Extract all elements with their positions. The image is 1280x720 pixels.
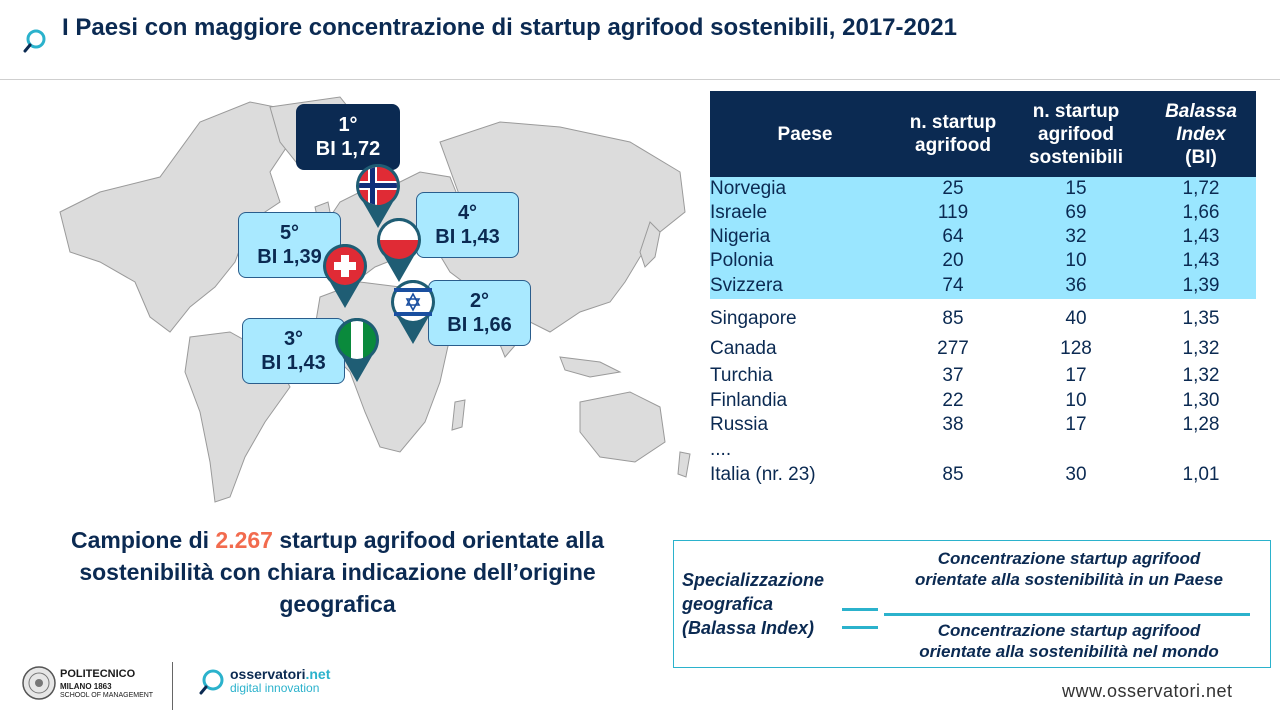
politecnico-name: POLITECNICO [60, 668, 136, 680]
table-row: Norvegia 25 15 1,72 [710, 177, 1256, 201]
osservatori-name: osservatori.net [230, 666, 331, 682]
header-paese: Paese [710, 91, 900, 177]
header-divider [0, 79, 1280, 80]
rank-3-label: 3° [283, 328, 304, 350]
rank-2-label: 2° [469, 290, 490, 312]
fraction-line [884, 613, 1250, 616]
rank-2-bubble: 2° BI 1,66 [428, 280, 531, 346]
madagascar-shape [451, 399, 466, 431]
indonesia-shape [559, 356, 622, 378]
australia-shape [579, 391, 666, 463]
rank-4-bi: BI 1,43 [435, 226, 500, 248]
header-startup-sostenibili: n. startup agrifood sostenibili [1006, 91, 1146, 177]
israel-flag-icon [391, 280, 435, 344]
rank-5-bi: BI 1,39 [257, 246, 322, 268]
japan-shape [639, 221, 661, 268]
table-row: Turchia 37 17 1,32 [710, 365, 1220, 386]
new-zealand-shape [677, 451, 691, 478]
table-row: Finlandia 22 10 1,30 [710, 390, 1220, 411]
website-url: www.osservatori.net [1062, 681, 1233, 701]
table-row: Russia 38 17 1,28 [710, 414, 1220, 435]
rank-5-bubble: 5° BI 1,39 [238, 212, 341, 278]
table-row: Israele 119 69 1,66 [710, 201, 1256, 225]
footer-separator [172, 662, 173, 710]
switzerland-flag-icon [323, 244, 367, 308]
politecnico-seal-icon [22, 666, 56, 700]
header-balassa-index: Balassa Index (BI) [1146, 91, 1256, 177]
equals-sign-bottom [842, 626, 878, 629]
balassa-formula-box: Specializzazione geografica (Balassa Ind… [673, 540, 1271, 668]
table-row: Polonia 20 10 1,43 [710, 249, 1256, 273]
table-row: .... [710, 439, 732, 460]
formula-denominator: Concentrazione startup agrifood orientat… [919, 621, 1219, 661]
nigeria-flag-icon [335, 318, 379, 382]
caption-number: 2.267 [215, 527, 273, 553]
formula-left-label: Specializzazione geografica (Balassa Ind… [682, 570, 825, 638]
formula-numerator: Concentrazione startup agrifood orientat… [915, 549, 1223, 589]
ranking-table: Paese n. startup agrifood n. startup agrif… [710, 91, 1256, 487]
equals-sign-top [842, 608, 878, 611]
rank-3-bubble: 3° BI 1,43 [242, 318, 345, 384]
osservatori-subtitle: digital innovation [230, 681, 320, 695]
politecnico-subtitle: MILANO 1863 SCHOOL OF MANAGEMENT [60, 682, 154, 699]
sample-caption: Campione di 2.267 startup agrifood orien… [60, 524, 615, 620]
rank-5-label: 5° [279, 222, 300, 244]
rank-2-bi: BI 1,66 [447, 314, 512, 336]
rank-1-bubble: 1° BI 1,72 [296, 104, 400, 170]
world-map: 1° BI 1,72 4° BI 1,43 5° BI 1,39 2° BI 1… [40, 82, 700, 512]
poland-flag-icon [377, 218, 421, 282]
osservatori-logo-icon [199, 669, 224, 695]
caption-pre: Campione di [71, 527, 216, 553]
rank-3-bi: BI 1,43 [261, 352, 326, 374]
caption-post: startup agrifood orientate alla sostenib… [79, 527, 604, 617]
rank-1-label: 1° [338, 114, 358, 136]
table-row: Singapore 85 40 1,35 [710, 308, 1220, 329]
rank-1-bi: BI 1,72 [315, 138, 381, 160]
header-startup-agrifood: n. startup agrifood [900, 91, 1006, 177]
norway-flag-icon [356, 164, 400, 228]
table-row: Nigeria 64 32 1,43 [710, 225, 1256, 249]
table-header-row: Paese n. startup agrifood n. startup agrif… [710, 91, 1256, 177]
rank-4-bubble: 4° BI 1,43 [416, 192, 519, 258]
table-row: Svizzera 74 36 1,39 [710, 273, 1256, 299]
table-row: Canada 277 128 1,32 [710, 338, 1220, 359]
magnifier-logo-icon [23, 29, 46, 53]
page-title: I Paesi con maggiore concentrazione di s… [62, 14, 957, 41]
table-row: Italia (nr. 23) 85 30 1,01 [710, 464, 1220, 485]
rank-4-label: 4° [457, 202, 478, 224]
